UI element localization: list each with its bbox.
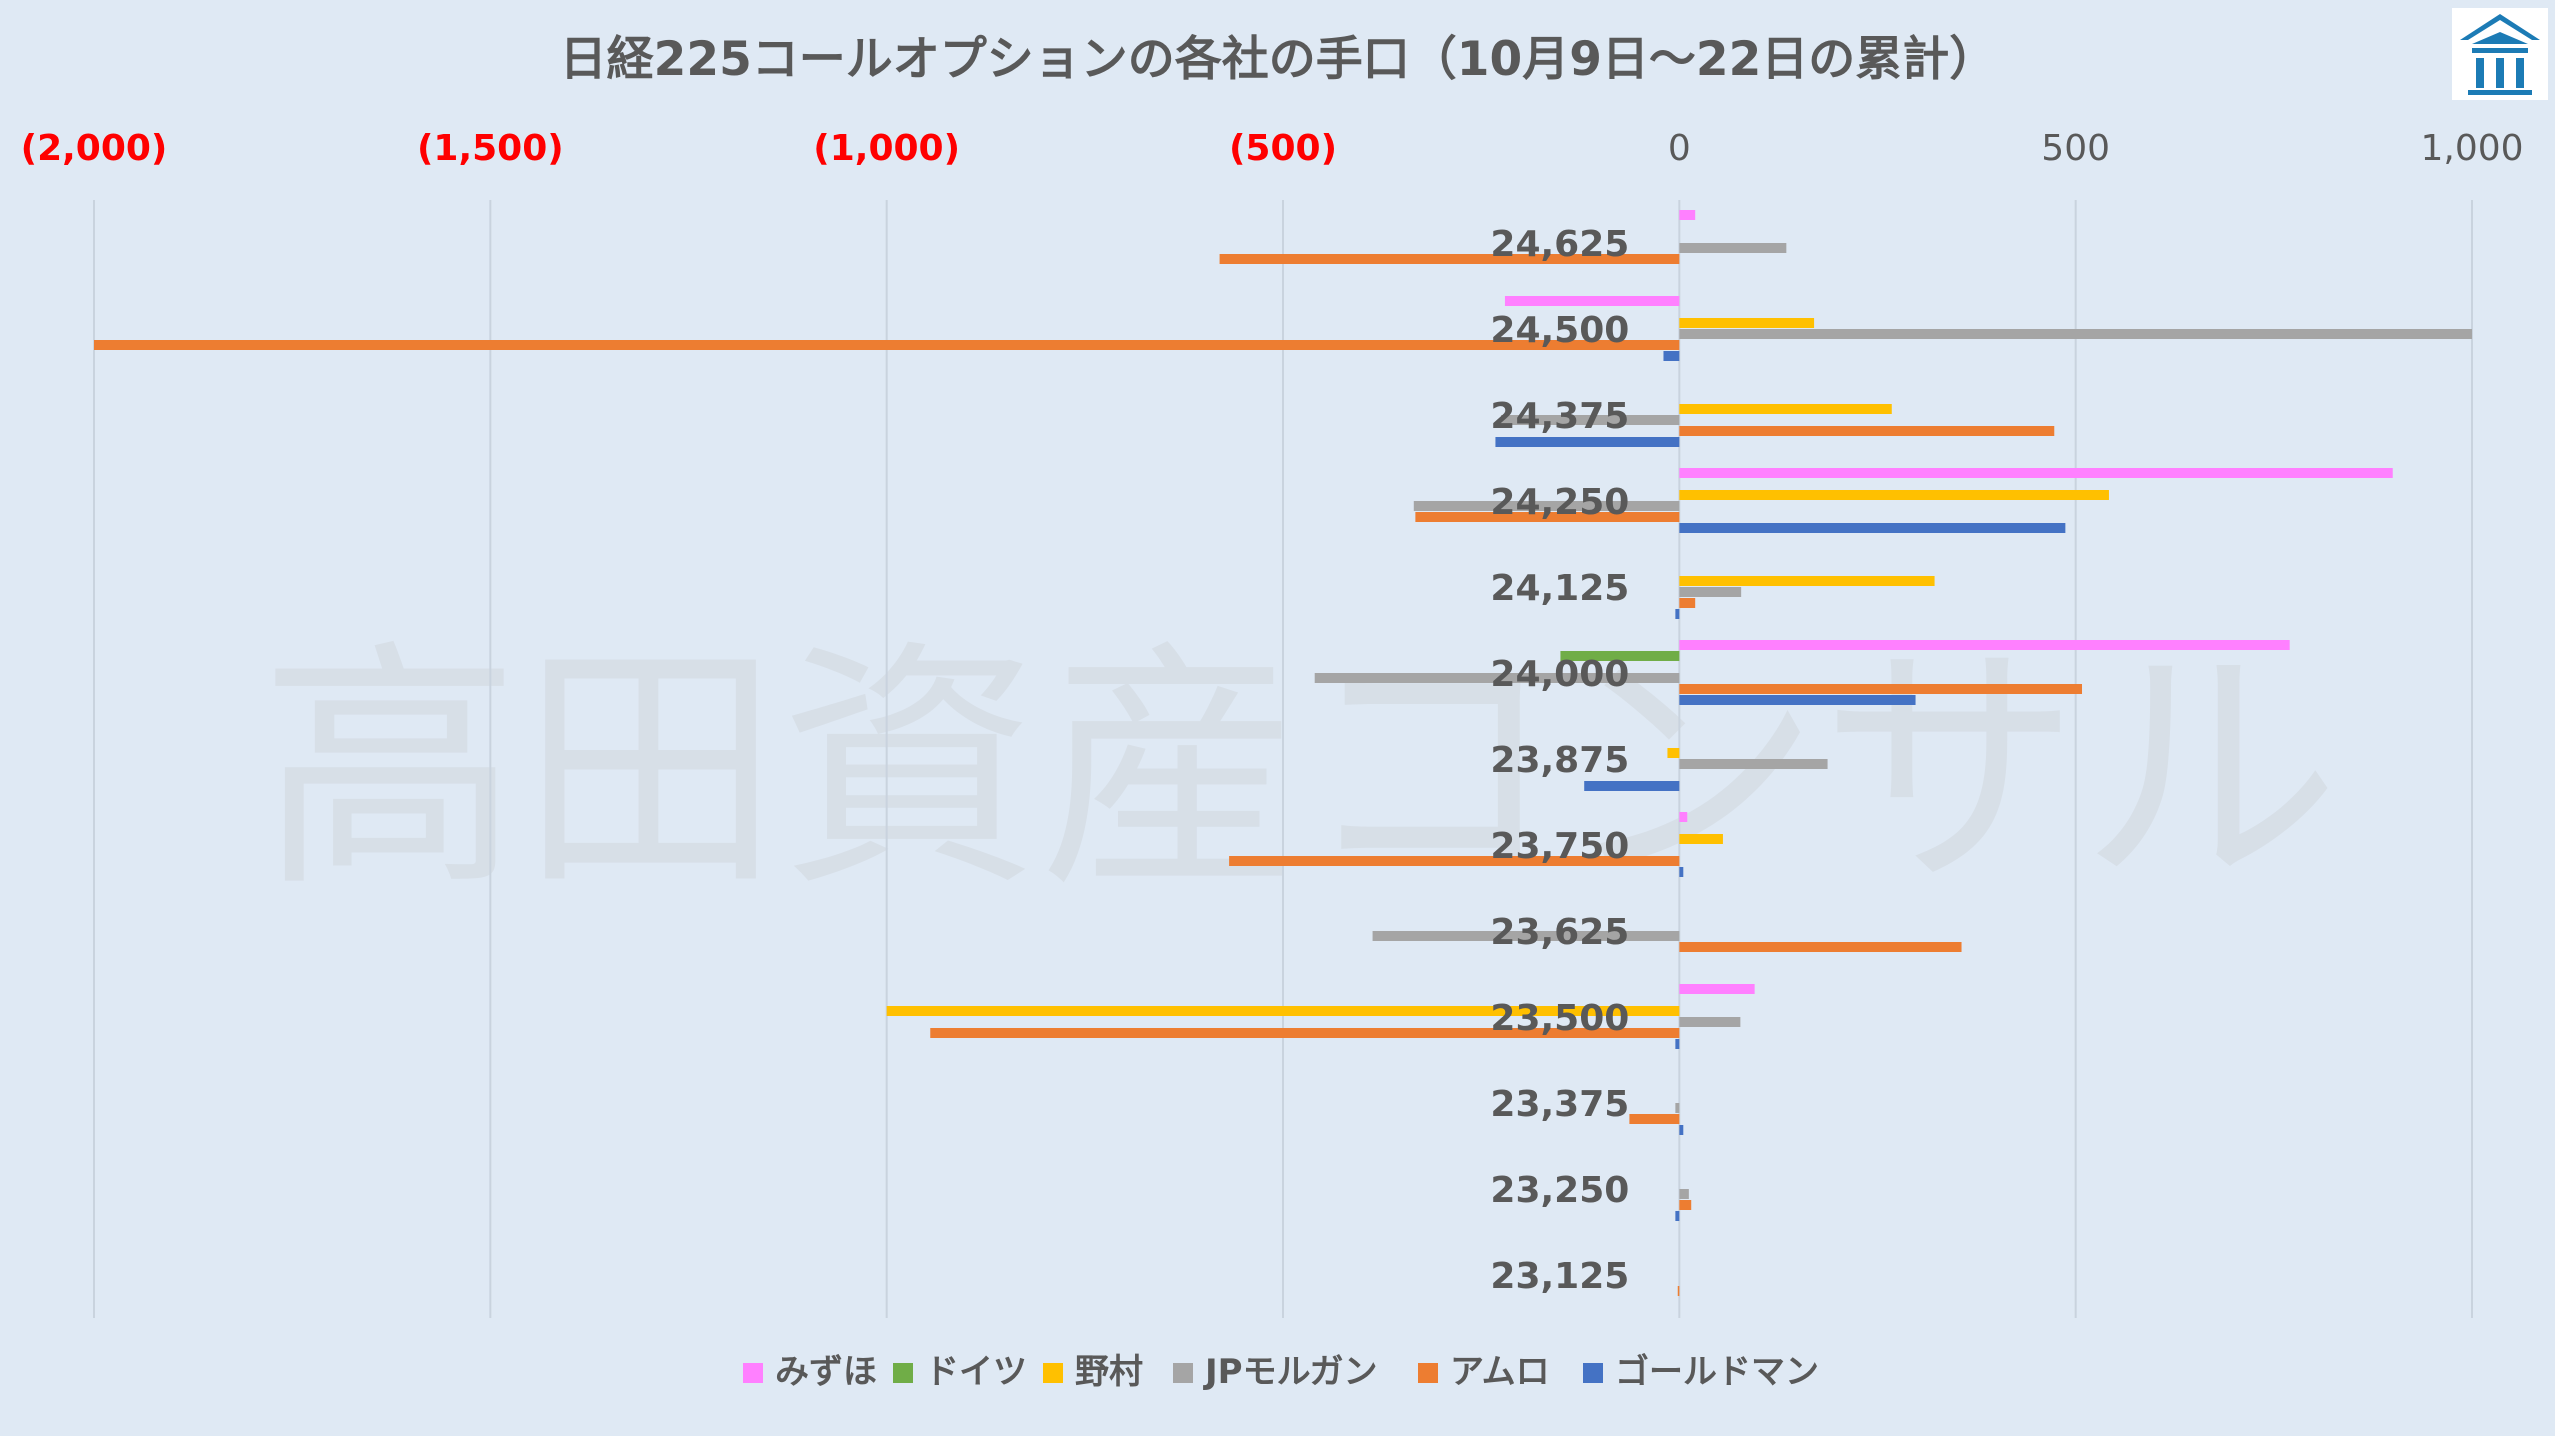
bar-JPモルガン-23,500	[1679, 1017, 1741, 1027]
bar-みずほ-23,500	[1679, 984, 1755, 994]
bar-みずほ-24,625	[1679, 210, 1696, 220]
bar-アムロ-23,250	[1679, 1200, 1692, 1210]
legend-item-アムロ: アムロ	[1418, 1352, 1550, 1392]
chart-title: 日経225コールオプションの各社の手口（10月9日～22日の累計）	[560, 32, 1997, 87]
legend-swatch	[1583, 1363, 1603, 1383]
legend-item-ドイツ: ドイツ	[893, 1352, 1027, 1392]
bar-アムロ-24,500	[94, 340, 1680, 350]
bar-野村-23,750	[1679, 834, 1723, 844]
legend-label: ゴールドマン	[1615, 1352, 1819, 1392]
bar-野村-24,500	[1679, 318, 1815, 328]
category-label: 24,125	[1490, 568, 1629, 609]
brand-logo-icon	[2460, 14, 2540, 95]
legend-swatch	[1043, 1363, 1063, 1383]
legend-swatch	[1173, 1363, 1193, 1383]
legend-swatch	[1418, 1363, 1438, 1383]
category-label: 24,625	[1490, 224, 1629, 265]
bar-JPモルガン-23,625	[1372, 931, 1680, 941]
bar-JPモルガン-23,875	[1679, 759, 1828, 769]
bar-アムロ-24,625	[1219, 254, 1680, 264]
bar-ゴールドマン-24,500	[1663, 351, 1680, 361]
legend-label: 野村	[1075, 1352, 1143, 1392]
category-label: 24,000	[1490, 654, 1629, 695]
category-label: 23,250	[1490, 1170, 1629, 1211]
bar-アムロ-23,625	[1679, 942, 1962, 952]
legend-swatch	[893, 1363, 913, 1383]
watermark-text: 高田資産コンサル	[260, 620, 2340, 922]
x-tick-label: (500)	[1229, 128, 1337, 169]
bar-みずほ-24,250	[1679, 468, 2393, 478]
legend-item-野村: 野村	[1043, 1352, 1143, 1392]
category-label: 24,250	[1490, 482, 1629, 523]
bar-JPモルガン-24,000	[1314, 673, 1680, 683]
bar-野村-23,875	[1667, 748, 1680, 758]
category-label: 23,625	[1490, 912, 1629, 953]
bar-みずほ-24,500	[1504, 296, 1680, 306]
x-tick-label: (2,000)	[21, 128, 168, 169]
legend-item-みずほ: みずほ	[743, 1352, 877, 1392]
bar-ゴールドマン-23,500	[1675, 1039, 1680, 1049]
legend-label: みずほ	[775, 1352, 877, 1392]
bar-ゴールドマン-23,875	[1584, 781, 1680, 791]
bar-野村-24,250	[1679, 490, 2109, 500]
bar-野村-24,375	[1679, 404, 1892, 414]
legend-label: アムロ	[1450, 1352, 1550, 1392]
bar-ゴールドマン-23,250	[1675, 1211, 1680, 1221]
x-tick-label: 0	[1668, 128, 1691, 169]
bar-野村-23,500	[886, 1006, 1680, 1016]
bar-ゴールドマン-24,000	[1679, 695, 1916, 705]
bar-アムロ-23,375	[1629, 1114, 1680, 1124]
bar-JPモルガン-24,125	[1679, 587, 1742, 597]
bar-JPモルガン-23,375	[1675, 1103, 1680, 1113]
bar-ゴールドマン-24,125	[1675, 609, 1680, 619]
bar-アムロ-24,125	[1679, 598, 1696, 608]
bar-ゴールドマン-24,250	[1679, 523, 2066, 533]
x-tick-label: (1,000)	[813, 128, 960, 169]
legend-item-ゴールドマン: ゴールドマン	[1583, 1352, 1819, 1392]
bar-アムロ-23,125	[1677, 1286, 1680, 1296]
category-label: 23,750	[1490, 826, 1629, 867]
bar-ゴールドマン-23,375	[1679, 1125, 1684, 1135]
category-label: 23,125	[1490, 1256, 1629, 1297]
category-label: 23,375	[1490, 1084, 1629, 1125]
bar-野村-24,125	[1679, 576, 1935, 586]
bar-アムロ-24,250	[1415, 512, 1680, 522]
bar-ゴールドマン-24,375	[1495, 437, 1680, 447]
bar-JPモルガン-24,250	[1413, 501, 1680, 511]
legend-label: ドイツ	[925, 1352, 1027, 1392]
bar-JPモルガン-24,500	[1679, 329, 2472, 339]
bar-みずほ-24,000	[1679, 640, 2290, 650]
bar-JPモルガン-24,625	[1679, 243, 1787, 253]
bar-アムロ-24,000	[1679, 684, 2083, 694]
category-label: 23,500	[1490, 998, 1629, 1039]
category-label: 23,875	[1490, 740, 1629, 781]
legend-item-JPモルガン: JPモルガン	[1173, 1352, 1378, 1392]
brand-logo	[2452, 8, 2548, 100]
bar-ゴールドマン-23,750	[1679, 867, 1684, 877]
bar-アムロ-24,375	[1679, 426, 2055, 436]
category-label: 24,500	[1490, 310, 1629, 351]
bar-アムロ-23,750	[1229, 856, 1680, 866]
category-label: 24,375	[1490, 396, 1629, 437]
legend-label: JPモルガン	[1203, 1352, 1378, 1392]
x-tick-label: 1,000	[2420, 128, 2523, 169]
bar-ドイツ-24,000	[1560, 651, 1680, 661]
x-tick-label: 500	[2041, 128, 2110, 169]
bar-JPモルガン-23,250	[1679, 1189, 1689, 1199]
legend-swatch	[743, 1363, 763, 1383]
bar-アムロ-23,500	[930, 1028, 1680, 1038]
x-tick-label: (1,500)	[417, 128, 564, 169]
bar-みずほ-23,750	[1679, 812, 1688, 822]
bar-JPモルガン-24,375	[1500, 415, 1680, 425]
